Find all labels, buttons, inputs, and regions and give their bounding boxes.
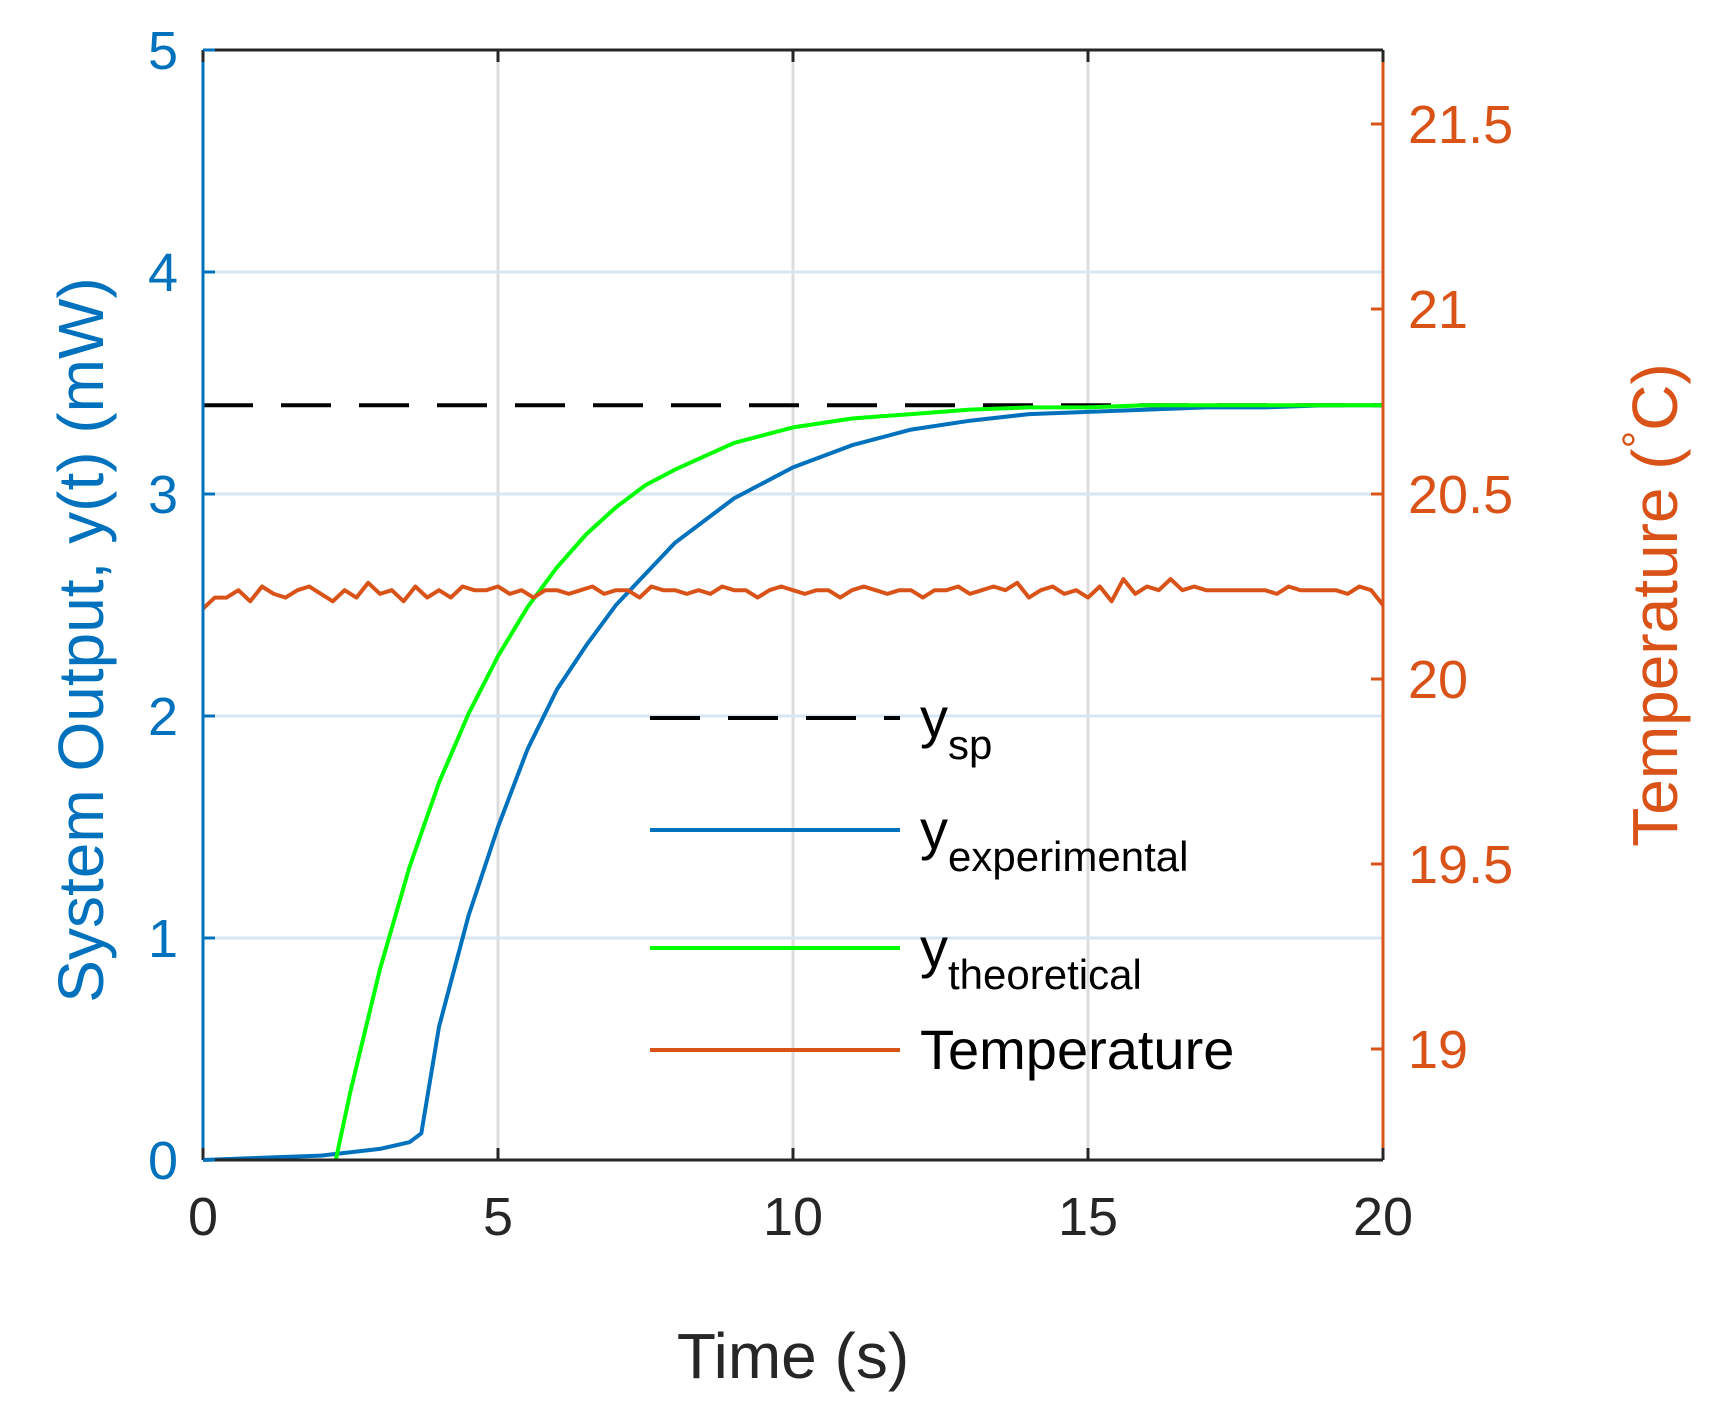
x-tick-label: 5 xyxy=(483,1187,513,1247)
y-left-tick-label: 2 xyxy=(148,687,178,747)
y-right-tick-label: 21 xyxy=(1408,280,1468,340)
y-axis-right-label-degree: ° xyxy=(1614,431,1663,449)
x-axis-label: Time (s) xyxy=(677,1320,909,1392)
grid xyxy=(203,50,1383,1160)
y-right-tick-label: 20.5 xyxy=(1408,465,1513,525)
x-tick-label: 0 xyxy=(188,1187,218,1247)
y-axis-left-label: System Output, y(t) (mW) xyxy=(45,277,117,1002)
legend-label-experimental: yexperimental xyxy=(920,798,1188,880)
y-axis-right-label-main: Temperature ( xyxy=(1619,448,1691,846)
x-tick-label: 15 xyxy=(1058,1187,1118,1247)
y-axis-right-label: Temperature (°C) xyxy=(1614,363,1691,847)
ticks: 0 5 10 15 20 0 1 2 3 4 5 19 19.5 20 20.5 21 21.5 xyxy=(148,21,1513,1247)
y-left-tick-label: 1 xyxy=(148,909,178,969)
legend: ysp yexperimental ytheoretical Temperatu… xyxy=(650,686,1234,1081)
y-right-tick-label: 19.5 xyxy=(1408,835,1513,895)
y-right-tick-label: 21.5 xyxy=(1408,95,1513,155)
x-tick-label: 10 xyxy=(763,1187,823,1247)
y-left-tick-label: 4 xyxy=(148,243,178,303)
plot-lines xyxy=(201,403,1385,1162)
legend-label-setpoint: ysp xyxy=(920,686,992,768)
y-left-tick-label: 0 xyxy=(148,1131,178,1191)
y-axis-right-label-unit: C) xyxy=(1619,363,1691,431)
series-line-theoretical xyxy=(333,403,1383,1161)
y-right-tick-label: 19 xyxy=(1408,1020,1468,1080)
series-line-temperature xyxy=(201,577,1385,611)
x-tick-label: 20 xyxy=(1353,1187,1413,1247)
y-right-tick-label: 20 xyxy=(1408,650,1468,710)
y-left-tick-label: 5 xyxy=(148,21,178,81)
legend-label-theoretical: ytheoretical xyxy=(920,916,1142,998)
series-line-experimental xyxy=(202,403,1383,1162)
y-left-tick-label: 3 xyxy=(148,465,178,525)
legend-label-temperature: Temperature xyxy=(920,1018,1234,1081)
